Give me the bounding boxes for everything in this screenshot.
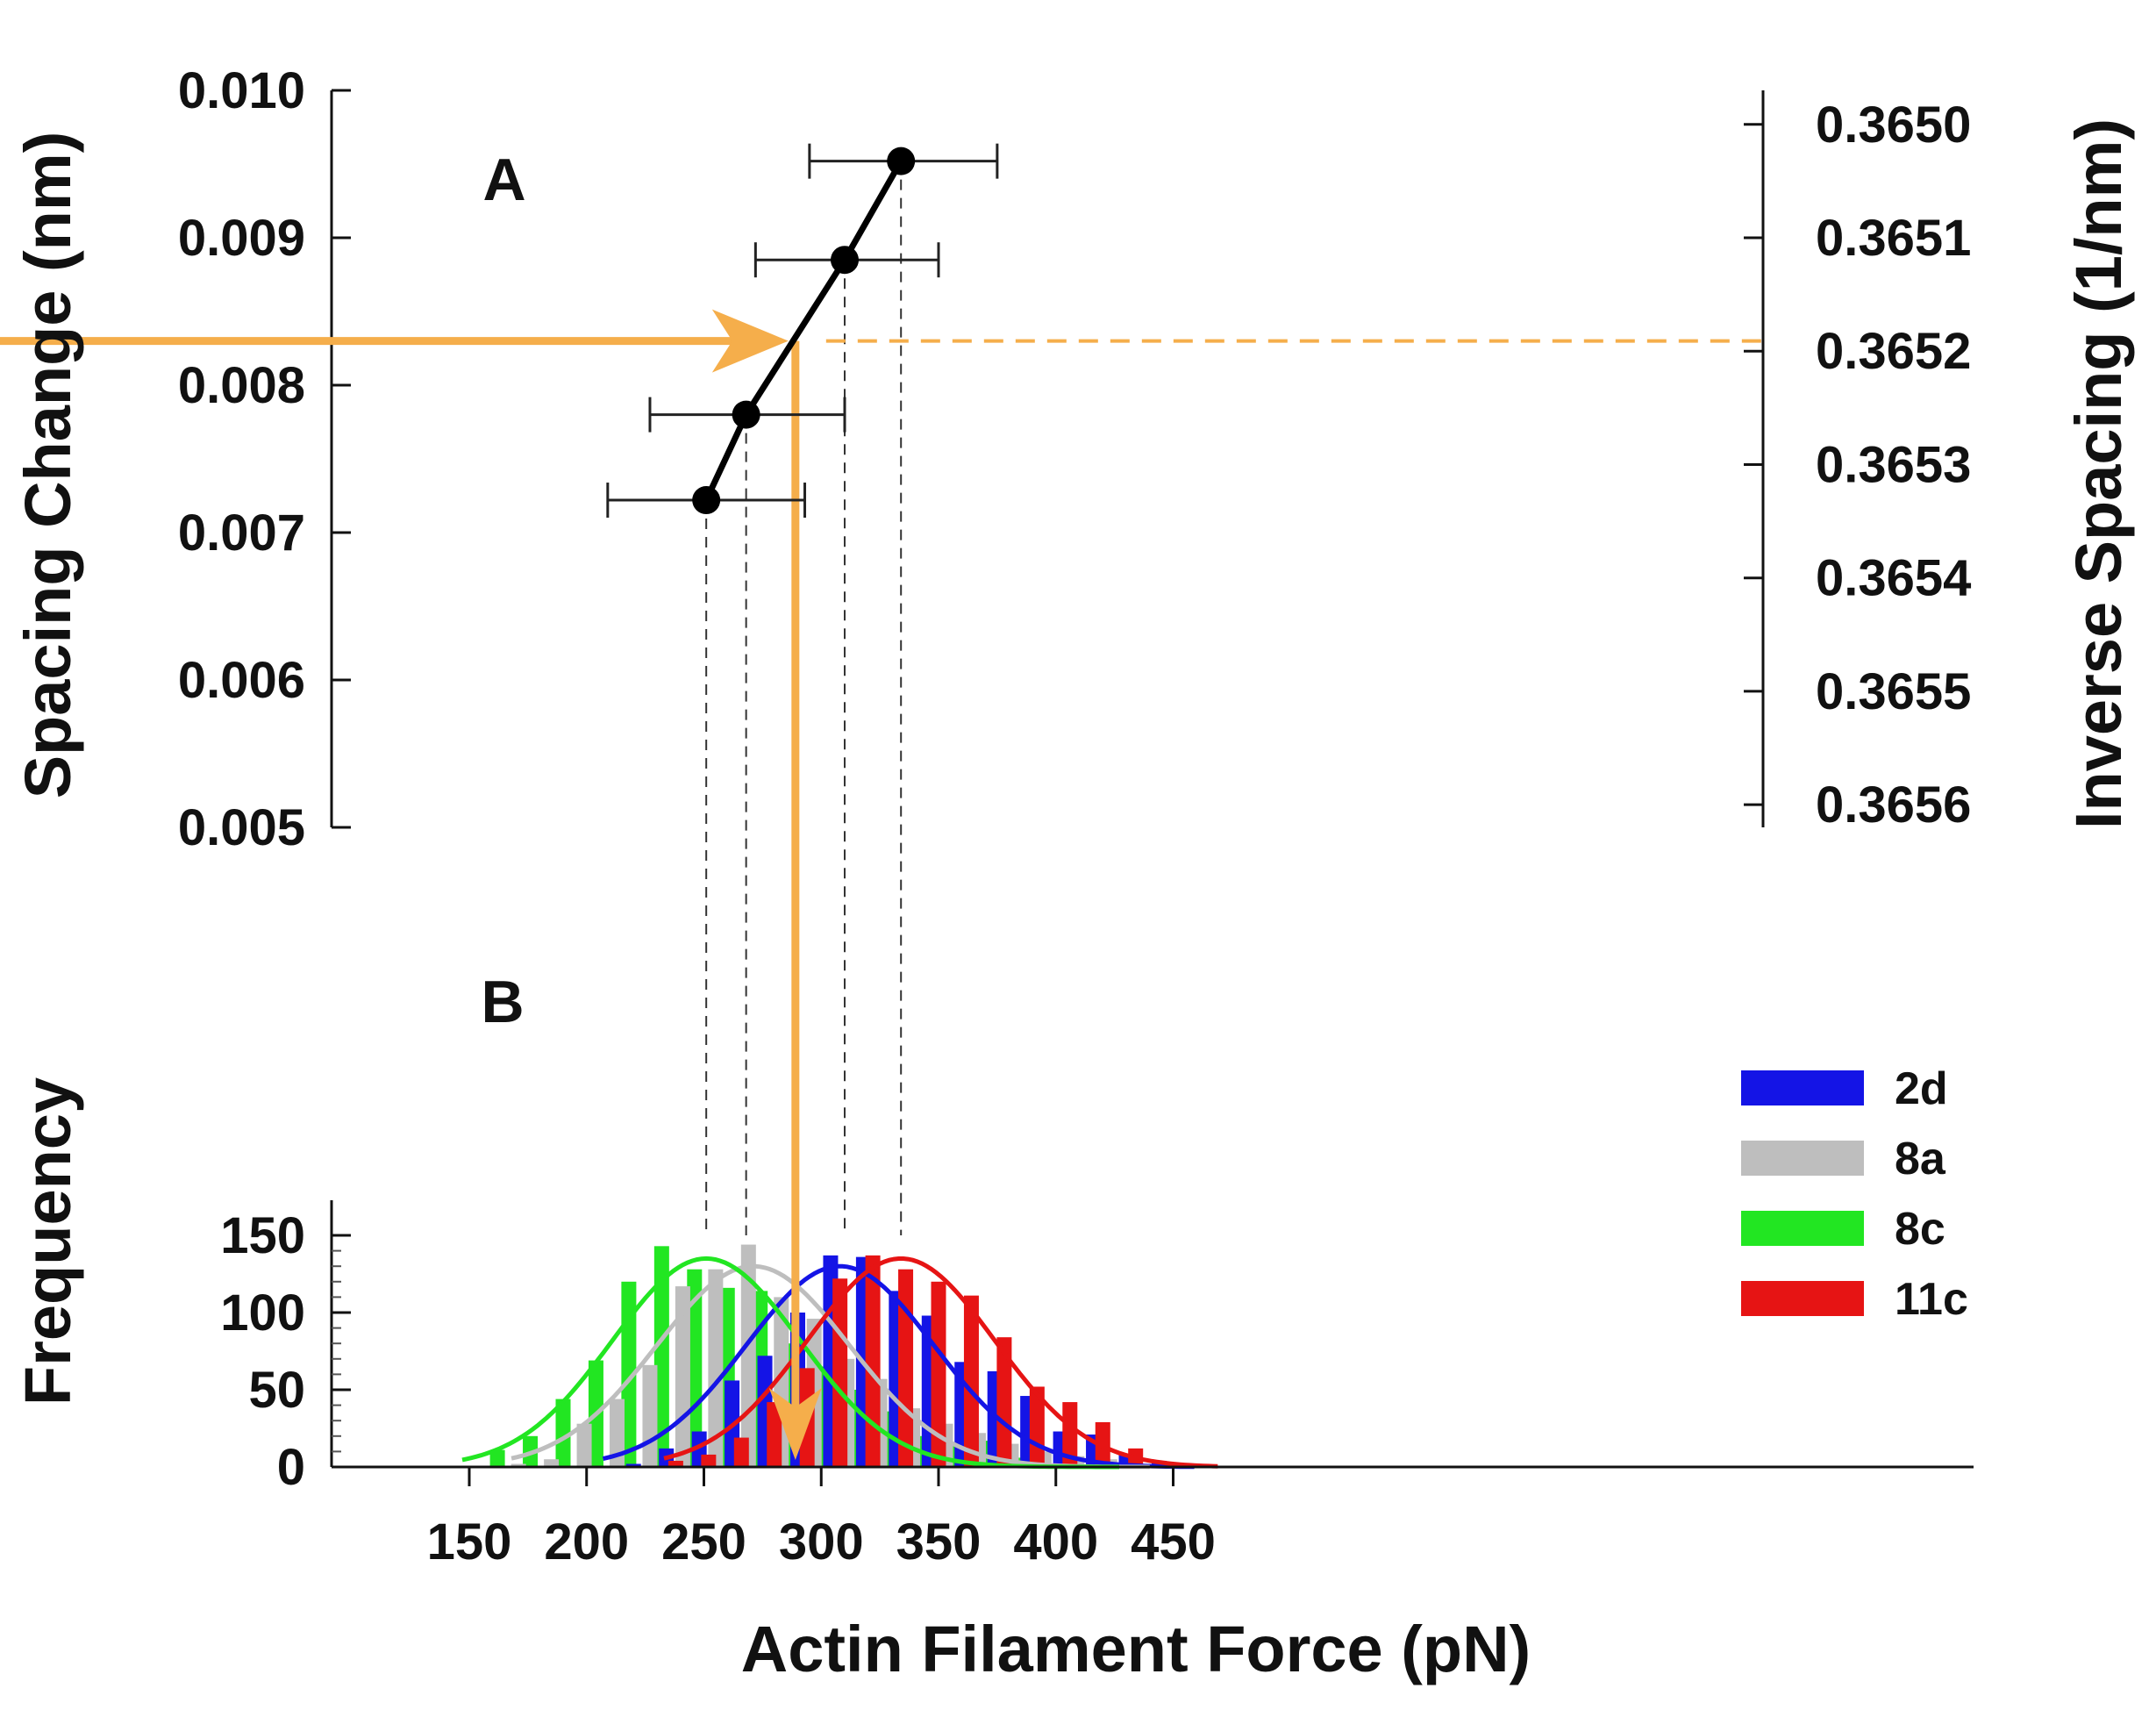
legend-label-8a: 8a xyxy=(1895,1134,1946,1184)
panel-b-y-tick-label: 100 xyxy=(220,1284,305,1342)
histogram-bar-11c xyxy=(898,1269,914,1467)
data-point xyxy=(887,147,916,175)
panel-b-y-tick-label: 150 xyxy=(220,1207,305,1264)
panel-b: 0 50 100 150 150 200 250 300 350 400 450 2d 8a 8c 11c xyxy=(220,161,1974,1570)
panel-a-right-tick-label: 0.3655 xyxy=(1816,663,1971,720)
legend-label-8c: 8c xyxy=(1895,1204,1945,1255)
y-axis-title-frequency: Frequency xyxy=(11,1077,84,1406)
spacing-line xyxy=(703,159,904,502)
histogram-bar-11c xyxy=(996,1337,1012,1467)
panel-a-y-tick-label: 0.005 xyxy=(178,799,305,856)
histogram-bar-8c xyxy=(489,1449,505,1467)
legend-label-11c: 11c xyxy=(1895,1274,1968,1325)
b-guides xyxy=(705,161,903,1235)
histogram-bar-11c xyxy=(1062,1402,1078,1467)
histogram-bar-11c xyxy=(767,1402,782,1467)
panel-a: 0.010 0.009 0.008 0.007 0.006 0.005 0.3650 0.36… xyxy=(0,62,1971,1460)
x-axis-title: Actin Filament Force (pN) xyxy=(741,1613,1531,1685)
panel-b-x-tick-label: 400 xyxy=(1013,1513,1098,1570)
panel-b-y-tick-label: 0 xyxy=(277,1439,305,1496)
spacing-data xyxy=(606,143,999,519)
panel-b-x-tick-label: 300 xyxy=(779,1513,864,1570)
panel-b-axes: 0 50 100 150 150 200 250 300 350 400 450 xyxy=(220,1200,1974,1570)
panel-a-right-tick-label: 0.3650 xyxy=(1816,97,1971,154)
data-point xyxy=(692,486,721,515)
panel-a-y-tick-label: 0.007 xyxy=(178,504,305,562)
guide-arrowhead-down xyxy=(768,1388,822,1460)
histogram-bar-11c xyxy=(733,1437,749,1467)
histogram-bar-8a xyxy=(740,1244,756,1467)
histogram-bar-8c xyxy=(621,1281,637,1467)
panel-b-x-tick-label: 200 xyxy=(544,1513,629,1570)
panel-a-right-tick-label: 0.3652 xyxy=(1816,323,1971,380)
legend-swatch-11c xyxy=(1741,1281,1864,1316)
fit-curve-2d xyxy=(602,1263,1195,1470)
histogram-bar-8a xyxy=(576,1423,592,1467)
panel-a-y-tick-label: 0.009 xyxy=(178,210,305,267)
guide-arrowhead-right xyxy=(711,309,789,373)
histogram-bar-11c xyxy=(963,1295,979,1467)
histogram-bar-8c xyxy=(687,1269,703,1467)
panel-a-y-tick-label: 0.006 xyxy=(178,652,305,709)
histogram-bar-8a xyxy=(642,1364,658,1467)
histogram-bar-8a xyxy=(610,1399,625,1467)
data-point xyxy=(732,400,760,429)
panel-label-a: A xyxy=(482,147,525,213)
histogram-bar-8a xyxy=(708,1269,724,1467)
histogram-bar-11c xyxy=(668,1460,683,1467)
legend-swatch-2d xyxy=(1741,1070,1864,1105)
histogram-bar-8c xyxy=(555,1399,571,1467)
data-point xyxy=(831,246,859,275)
histogram-bar-8a xyxy=(544,1459,560,1467)
histogram-bar-8a xyxy=(510,1463,526,1467)
panel-a-right-tick-label: 0.3656 xyxy=(1816,776,1971,834)
panel-b-x-tick-label: 250 xyxy=(661,1513,746,1570)
histogram-bar-8c xyxy=(653,1246,669,1467)
y-axis-title-left: Spacing Change (nm) xyxy=(11,132,84,799)
y-axis-title-right: Inverse Spacing (1/nm) xyxy=(2062,118,2135,829)
legend: 2d 8a 8c 11c xyxy=(1741,1063,1968,1325)
histogram-bar-11c xyxy=(931,1281,946,1467)
panel-a-right-tick-label: 0.3651 xyxy=(1816,210,1971,267)
histogram-bar-11c xyxy=(865,1255,881,1467)
panel-a-y-tick-label: 0.008 xyxy=(178,357,305,414)
panel-b-y-tick-label: 50 xyxy=(248,1362,305,1419)
panel-b-x-tick-label: 350 xyxy=(896,1513,982,1570)
legend-swatch-8a xyxy=(1741,1141,1864,1176)
panel-a-axes: 0.010 0.009 0.008 0.007 0.006 0.005 0.3650 0.36… xyxy=(178,62,1972,856)
histogram-bar-11c xyxy=(701,1454,717,1467)
projection-guides xyxy=(0,309,1763,1460)
panel-a-right-tick-label: 0.3654 xyxy=(1816,550,1971,607)
panel-b-x-tick-label: 450 xyxy=(1131,1513,1216,1570)
panel-b-x-tick-label: 150 xyxy=(427,1513,512,1570)
legend-swatch-8c xyxy=(1741,1211,1864,1246)
legend-label-2d: 2d xyxy=(1895,1063,1948,1114)
panel-label-b: B xyxy=(481,969,524,1035)
histogram-bars xyxy=(489,1244,1167,1467)
histogram-bar-2d xyxy=(625,1463,641,1467)
panel-a-y-tick-label: 0.010 xyxy=(178,62,305,119)
fit-curve-11c xyxy=(663,1256,1218,1469)
panel-a-right-tick-label: 0.3653 xyxy=(1816,436,1971,493)
